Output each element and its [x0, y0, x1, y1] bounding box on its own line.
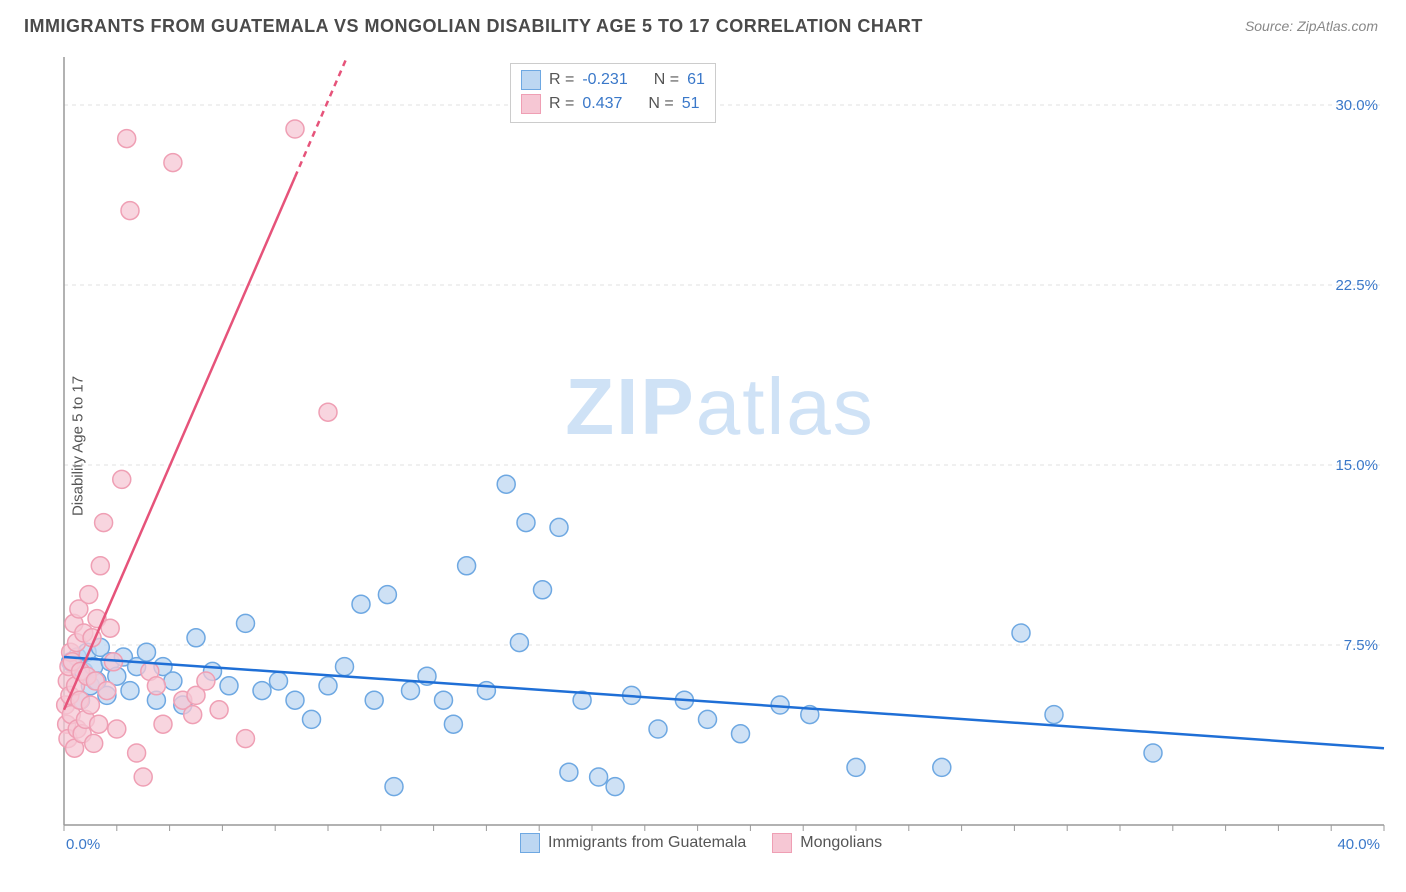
- swatch: [520, 833, 540, 853]
- svg-text:15.0%: 15.0%: [1335, 457, 1378, 474]
- r-value: 0.437: [582, 92, 622, 116]
- svg-text:7.5%: 7.5%: [1344, 637, 1378, 654]
- r-value: -0.231: [582, 68, 627, 92]
- r-label: R =: [549, 68, 574, 92]
- scatter-plot: ZIPatlas 7.5%15.0%22.5%30.0%0.0%40.0% R …: [50, 55, 1390, 855]
- source-label: Source: ZipAtlas.com: [1245, 18, 1378, 34]
- n-value: 51: [682, 92, 700, 116]
- legend-item: Immigrants from Guatemala: [520, 833, 746, 853]
- swatch: [772, 833, 792, 853]
- n-value: 61: [687, 68, 705, 92]
- r-label: R =: [549, 92, 574, 116]
- n-label: N =: [654, 68, 679, 92]
- chart-title: IMMIGRANTS FROM GUATEMALA VS MONGOLIAN D…: [24, 16, 923, 37]
- svg-text:30.0%: 30.0%: [1335, 97, 1378, 114]
- n-label: N =: [648, 92, 673, 116]
- swatch: [521, 70, 541, 90]
- chart-svg: 7.5% 15.0% 22.5% 30.0% 0.0% 40.0%: [50, 55, 1390, 855]
- legend-item: Mongolians: [772, 833, 882, 853]
- legend-label: Immigrants from Guatemala: [548, 834, 746, 852]
- legend-label: Mongolians: [800, 834, 882, 852]
- bottom-legend: Immigrants from Guatemala Mongolians: [520, 833, 882, 853]
- source-prefix: Source:: [1245, 18, 1297, 34]
- stats-row: R = 0.437 N = 51: [521, 92, 705, 116]
- svg-text:22.5%: 22.5%: [1335, 277, 1378, 294]
- stats-row: R = -0.231 N = 61: [521, 68, 705, 92]
- swatch: [521, 94, 541, 114]
- svg-text:40.0%: 40.0%: [1337, 836, 1380, 853]
- source-name: ZipAtlas.com: [1297, 18, 1378, 34]
- svg-text:0.0%: 0.0%: [66, 836, 100, 853]
- stats-box: R =-0.231N =61R =0.437N =51: [510, 63, 716, 123]
